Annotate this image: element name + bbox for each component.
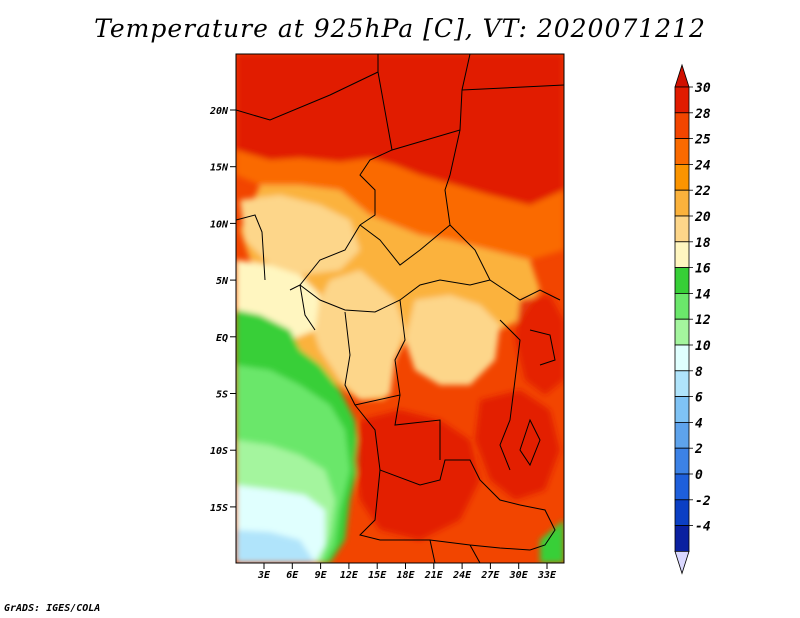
lat-tick-label: 20N (209, 106, 229, 117)
lat-tick-label: 15S (210, 503, 228, 514)
colorbar-label: -4 (695, 520, 711, 535)
colorbar-bottom-arrow (674, 551, 690, 575)
lon-tick-label: 12E (340, 570, 359, 581)
lon-tick-label: 15E (368, 570, 387, 581)
temperature-field (236, 54, 564, 563)
colorbar-segment (674, 163, 690, 191)
colorbar-segment (674, 344, 690, 372)
map-title: Temperature at 925hPa [C], VT: 202007121… (94, 14, 706, 43)
lon-tick-label: 21E (424, 570, 444, 581)
colorbar-label: 4 (695, 416, 703, 431)
colorbar-label: 18 (695, 236, 711, 251)
colorbar-segment (674, 318, 690, 346)
colorbar-label: 24 (694, 158, 711, 173)
colorbar-segment (674, 525, 690, 552)
colorbar-segment (674, 396, 690, 423)
colorbar-label: 6 (695, 391, 703, 406)
colorbar-segment (674, 421, 690, 449)
lat-tick-label: 10N (210, 219, 229, 230)
lon-tick-label: 33E (537, 570, 557, 581)
colorbar-segment (674, 138, 690, 165)
lat-tick-label: EQ (216, 333, 228, 344)
lon-tick-label: 3E (257, 570, 271, 581)
lon-tick-label: 27E (480, 570, 500, 581)
lat-tick-label: 15N (210, 163, 229, 174)
map-frame (235, 53, 565, 564)
colorbar-segment (674, 499, 690, 526)
colorbar-segment (674, 215, 690, 243)
footer-credit: GrADS: IGES/COLA (4, 603, 101, 614)
colorbar-label: 14 (695, 287, 711, 302)
colorbar-segment (674, 86, 690, 114)
lon-tick-label: 24E (452, 570, 472, 581)
lon-tick-label: 9E (315, 570, 328, 581)
colorbar-label: 2 (694, 442, 703, 457)
colorbar-segment (674, 292, 690, 320)
lat-tick-label: 5S (216, 390, 228, 401)
colorbar-segment (674, 267, 690, 294)
colorbar-label: 30 (694, 81, 711, 96)
colorbar-segment (674, 473, 690, 501)
colorbar-label: 8 (695, 365, 703, 380)
colorbar-label: 20 (694, 210, 711, 225)
lat-tick-label: 5N (216, 276, 229, 287)
lon-tick-label: 6E (286, 570, 299, 581)
colorbar-label: 22 (694, 184, 711, 199)
colorbar-label: 10 (695, 339, 711, 354)
colorbar-segment (674, 189, 690, 217)
colorbar-label: 25 (694, 133, 711, 148)
colorbar-segment (674, 112, 690, 140)
colorbar-segment (674, 241, 690, 269)
colorbar-label: 28 (694, 107, 711, 122)
colorbar-top-arrow (674, 63, 690, 88)
longitude-axis: 3E 6E 9E 12E 15E 18E 21E 24E 27E 30E 33E (257, 563, 557, 581)
colorbar-segment (674, 370, 690, 397)
latitude-axis: 20N 15N 10N 5N EQ 5S 10S 15S (209, 106, 236, 514)
colorbar-segment (674, 447, 690, 475)
lat-tick-label: 10S (210, 446, 228, 457)
colorbar-label: 16 (695, 262, 711, 277)
colorbar-label: -2 (695, 494, 711, 509)
lon-tick-label: 18E (396, 570, 415, 581)
colorbar-label: 12 (695, 313, 711, 328)
colorbar-label: 0 (695, 468, 703, 483)
lon-tick-label: 30E (509, 570, 529, 581)
